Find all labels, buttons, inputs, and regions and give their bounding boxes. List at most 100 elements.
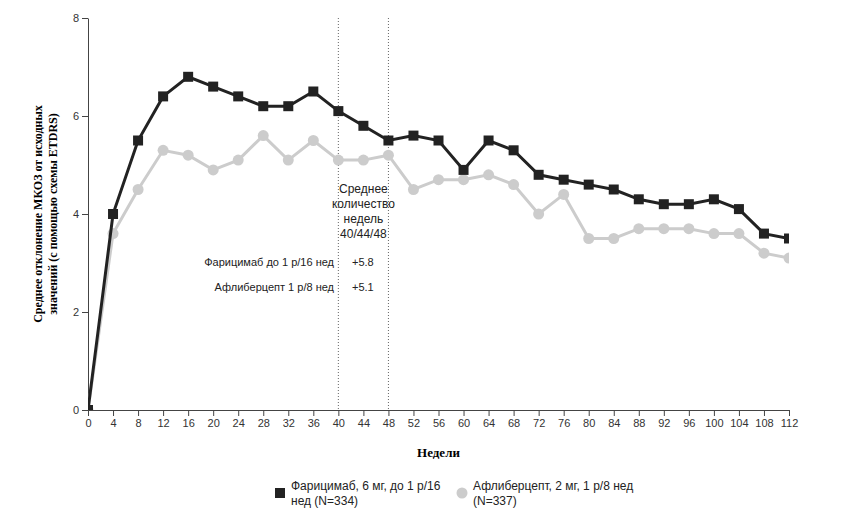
x-tick: 108 xyxy=(755,410,773,429)
x-tick: 68 xyxy=(508,410,520,429)
data-point xyxy=(708,228,719,239)
series-line xyxy=(88,136,789,410)
data-point xyxy=(683,223,694,234)
y-axis-title: Среднее отклонение МКОЗ от исходныхзначе… xyxy=(31,105,60,323)
data-point xyxy=(784,253,790,264)
legend-label: Фарицимаб, 6 мг, до 1 р/16нед (N=334) xyxy=(291,479,441,508)
legend-item: Фарицимаб, 6 мг, до 1 р/16нед (N=334) xyxy=(275,479,441,508)
y-tick-label: 8 xyxy=(73,12,79,24)
x-tick: 48 xyxy=(383,410,395,429)
summary-value: +5.1 xyxy=(352,281,374,293)
data-point xyxy=(233,155,244,166)
x-tick: 112 xyxy=(781,410,799,429)
data-point xyxy=(208,164,219,175)
x-tick-label: 64 xyxy=(483,417,495,429)
data-point xyxy=(88,405,93,410)
x-tick-label: 0 xyxy=(85,417,91,429)
x-tick-label: 28 xyxy=(258,417,270,429)
data-point xyxy=(358,155,369,166)
x-tick-mark xyxy=(313,410,314,416)
y-tick-mark xyxy=(82,116,88,117)
x-tick-mark xyxy=(188,410,189,416)
x-tick: 64 xyxy=(483,410,495,429)
data-point xyxy=(609,185,619,195)
x-tick-mark xyxy=(689,410,690,416)
x-tick-mark xyxy=(764,410,765,416)
series-line xyxy=(88,77,789,410)
x-tick-label: 100 xyxy=(705,417,723,429)
x-tick: 4 xyxy=(110,410,116,429)
x-tick-label: 4 xyxy=(110,417,116,429)
x-tick-mark xyxy=(789,410,790,416)
data-point xyxy=(383,150,394,161)
x-tick: 104 xyxy=(730,410,748,429)
y-axis: 02468 xyxy=(73,12,89,416)
x-tick-mark xyxy=(739,410,740,416)
x-tick: 72 xyxy=(533,410,545,429)
x-tick: 84 xyxy=(608,410,620,429)
data-point xyxy=(458,174,469,185)
data-point xyxy=(208,82,218,92)
y-tick-label: 0 xyxy=(73,404,79,416)
summary-value: +5.8 xyxy=(352,256,374,268)
x-tick-label: 60 xyxy=(458,417,470,429)
x-tick: 8 xyxy=(136,410,142,429)
data-point xyxy=(183,150,194,161)
data-point xyxy=(558,189,569,200)
data-point xyxy=(534,170,544,180)
x-tick: 40 xyxy=(333,410,345,429)
y-tick-label: 2 xyxy=(73,306,79,318)
x-tick-label: 12 xyxy=(157,417,169,429)
data-point xyxy=(133,136,143,146)
reference-lines xyxy=(338,18,388,410)
data-point xyxy=(308,135,319,146)
data-point xyxy=(433,174,444,185)
data-point xyxy=(408,184,419,195)
x-tick-label: 104 xyxy=(730,417,748,429)
data-point xyxy=(183,72,193,82)
x-tick: 56 xyxy=(433,410,445,429)
legend-marker xyxy=(457,488,468,499)
x-tick: 36 xyxy=(308,410,320,429)
x-tick-label: 112 xyxy=(781,417,799,429)
x-tick-mark xyxy=(163,410,164,416)
x-tick-mark xyxy=(614,410,615,416)
data-point xyxy=(559,175,569,185)
x-tick: 20 xyxy=(208,410,220,429)
x-axis-title: Недели xyxy=(417,445,460,460)
x-tick-mark xyxy=(413,410,414,416)
data-point xyxy=(634,194,644,204)
y-tick: 0 xyxy=(73,404,88,416)
data-point xyxy=(583,233,594,244)
data-point xyxy=(233,91,243,101)
legend-item: Афлиберцепт, 2 мг, 1 р/8 нед(N=337) xyxy=(457,479,634,508)
x-tick: 96 xyxy=(683,410,695,429)
x-tick-mark xyxy=(338,410,339,416)
data-point xyxy=(759,229,769,239)
x-tick-label: 84 xyxy=(608,417,620,429)
x-tick-label: 80 xyxy=(583,417,595,429)
x-tick: 16 xyxy=(183,410,195,429)
x-tick-mark xyxy=(589,410,590,416)
data-point xyxy=(258,101,268,111)
reference-line xyxy=(338,18,339,410)
x-tick-label: 72 xyxy=(533,417,545,429)
x-tick: 60 xyxy=(458,410,470,429)
data-point xyxy=(633,223,644,234)
x-tick: 12 xyxy=(157,410,169,429)
summary-label: Афлиберцепт 1 р/8 нед xyxy=(215,281,335,293)
data-point xyxy=(709,194,719,204)
data-point xyxy=(283,155,294,166)
x-tick-label: 76 xyxy=(558,417,570,429)
data-point xyxy=(158,145,169,156)
y-tick-label: 4 xyxy=(73,208,79,220)
data-point xyxy=(283,101,293,111)
x-tick-mark xyxy=(639,410,640,416)
reference-line xyxy=(388,18,389,410)
x-tick: 92 xyxy=(658,410,670,429)
x-tick-label: 16 xyxy=(183,417,195,429)
x-tick-mark xyxy=(388,410,389,416)
x-tick-mark xyxy=(363,410,364,416)
x-tick-label: 8 xyxy=(136,417,142,429)
data-point xyxy=(108,209,118,219)
